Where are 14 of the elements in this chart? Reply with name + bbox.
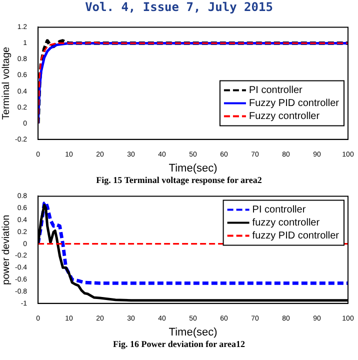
y-axis-title: Terminal voltage — [0, 46, 12, 120]
y-axis-title: power deviation — [0, 214, 12, 285]
line-series — [38, 200, 348, 285]
caption: Fig. 15 Terminal voltage response for area2 — [95, 175, 263, 187]
legend-label: fuzzy PID controller — [252, 230, 340, 242]
caption: Fig. 16 Power deviation for area12 — [112, 339, 246, 351]
legend-label: Fuzzy PID controller — [248, 98, 340, 110]
x-axis-title: Time(sec) — [168, 326, 218, 338]
legend-label: PI controller — [248, 85, 303, 96]
legend-label: fuzzy controller — [252, 217, 320, 228]
x-axis-title: Time(sec) — [168, 162, 218, 174]
legend-label: PI controller — [252, 204, 306, 216]
legend-label: Fuzzy controller — [248, 111, 320, 122]
chart-subtitle: Vol. 4, Issue 7, July 2015 — [84, 0, 274, 16]
